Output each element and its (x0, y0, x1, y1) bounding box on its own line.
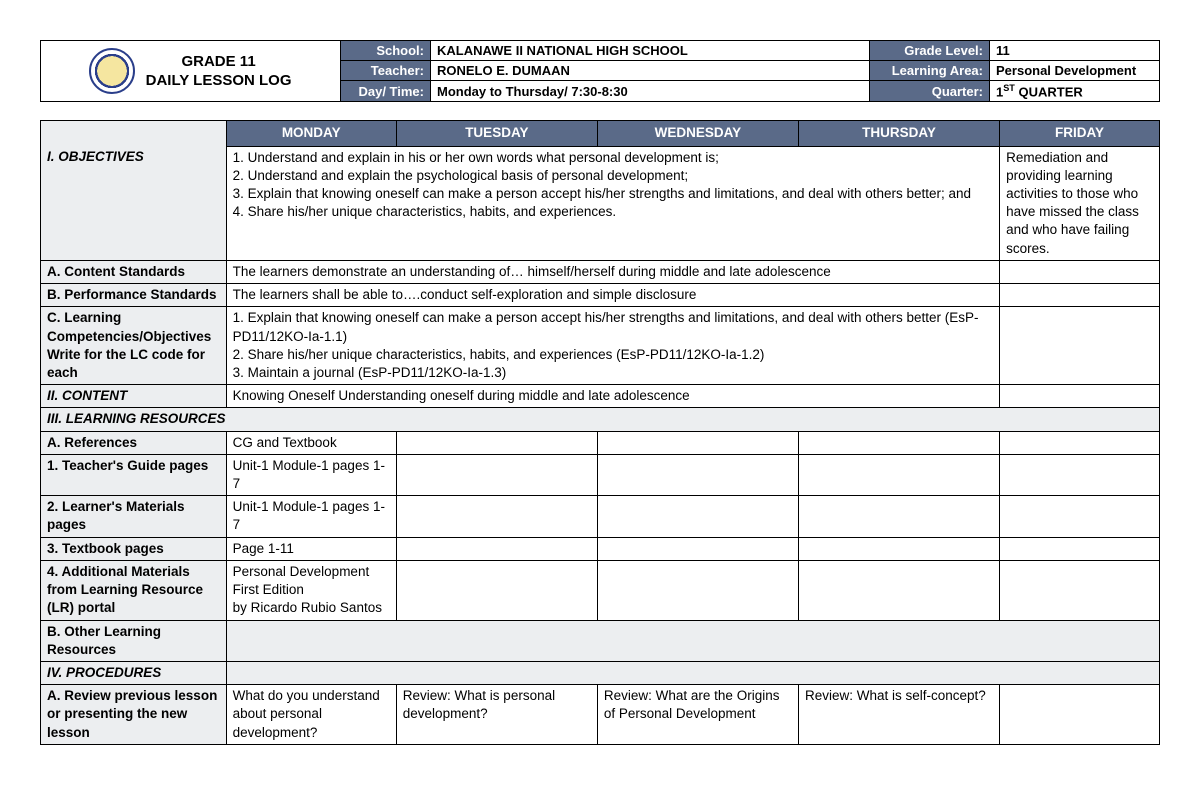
tb-tue (396, 537, 597, 560)
label-references: A. References (41, 431, 227, 454)
references-fri (1000, 431, 1160, 454)
col-monday: MONDAY (226, 121, 396, 146)
lm-fri (1000, 496, 1160, 537)
lm-wed (597, 496, 798, 537)
label-learners-materials: 2. Learner's Materials pages (41, 496, 227, 537)
row-objectives: I. OBJECTIVES 1. Understand and explain … (41, 146, 1160, 260)
objectives-mon-thu: 1. Understand and explain in his or her … (226, 146, 999, 260)
tb-fri (1000, 537, 1160, 560)
content-text: Knowing Oneself Understanding oneself du… (226, 385, 999, 408)
review-fri (1000, 685, 1160, 745)
row-learners-materials: 2. Learner's Materials pages Unit-1 Modu… (41, 496, 1160, 537)
row-learning-resources: III. LEARNING RESOURCES (41, 408, 1160, 431)
learning-competencies-text: 1. Explain that knowing oneself can make… (226, 307, 999, 385)
other-learning-resources-blank (226, 620, 1159, 661)
col-friday: FRIDAY (1000, 121, 1160, 146)
value-grade-level: 11 (990, 41, 1160, 61)
textbook-pages-text: Page 1-11 (226, 537, 396, 560)
label-content: II. CONTENT (41, 385, 227, 408)
label-school: School: (341, 41, 431, 61)
row-content-standards: A. Content Standards The learners demons… (41, 260, 1160, 283)
row-references: A. References CG and Textbook (41, 431, 1160, 454)
lesson-log-body: MONDAY TUESDAY WEDNESDAY THURSDAY FRIDAY… (40, 120, 1160, 745)
row-additional-materials: 4. Additional Materials from Learning Re… (41, 560, 1160, 620)
label-learning-resources: III. LEARNING RESOURCES (41, 408, 1160, 431)
grade-title-1: GRADE 11 (181, 53, 255, 70)
value-daytime: Monday to Thursday/ 7:30-8:30 (431, 81, 870, 102)
day-header-blank (41, 121, 227, 146)
lesson-log-header: GRADE 11 DAILY LESSON LOG School: KALANA… (40, 40, 1160, 102)
label-quarter: Quarter: (870, 81, 990, 102)
review-tue: Review: What is personal development? (396, 685, 597, 745)
tb-wed (597, 537, 798, 560)
label-teacher: Teacher: (341, 61, 431, 81)
col-tuesday: TUESDAY (396, 121, 597, 146)
review-thu: Review: What is self-concept? (799, 685, 1000, 745)
label-procedures: IV. PROCEDURES (41, 662, 227, 685)
label-learning-competencies: C. Learning Competencies/Objectives Writ… (41, 307, 227, 385)
tg-fri (1000, 454, 1160, 495)
add-tue (396, 560, 597, 620)
label-objectives: I. OBJECTIVES (41, 146, 227, 260)
learning-competencies-fri (1000, 307, 1160, 385)
label-daytime: Day/ Time: (341, 81, 431, 102)
lm-thu (799, 496, 1000, 537)
day-header-row: MONDAY TUESDAY WEDNESDAY THURSDAY FRIDAY (41, 121, 1160, 146)
row-performance-standards: B. Performance Standards The learners sh… (41, 284, 1160, 307)
grade-title-2: DAILY LESSON LOG (146, 72, 292, 89)
label-content-standards: A. Content Standards (41, 260, 227, 283)
value-quarter: 1ST QUARTER (990, 81, 1160, 102)
row-content: II. CONTENT Knowing Oneself Understandin… (41, 385, 1160, 408)
label-learning-area: Learning Area: (870, 61, 990, 81)
row-textbook-pages: 3. Textbook pages Page 1-11 (41, 537, 1160, 560)
add-wed (597, 560, 798, 620)
col-wednesday: WEDNESDAY (597, 121, 798, 146)
performance-standards-fri (1000, 284, 1160, 307)
value-school: KALANAWE II NATIONAL HIGH SCHOOL (431, 41, 870, 61)
label-grade-level: Grade Level: (870, 41, 990, 61)
objectives-fri: Remediation and providing learning activ… (1000, 146, 1160, 260)
teachers-guide-text: Unit-1 Module-1 pages 1-7 (226, 454, 396, 495)
lm-tue (396, 496, 597, 537)
performance-standards-text: The learners shall be able to….conduct s… (226, 284, 999, 307)
tg-tue (396, 454, 597, 495)
label-textbook-pages: 3. Textbook pages (41, 537, 227, 560)
learners-materials-text: Unit-1 Module-1 pages 1-7 (226, 496, 396, 537)
review-mon: What do you understand about personal de… (226, 685, 396, 745)
deped-logo (89, 48, 135, 94)
content-standards-fri (1000, 260, 1160, 283)
content-fri (1000, 385, 1160, 408)
row-procedures: IV. PROCEDURES (41, 662, 1160, 685)
label-review: A. Review previous lesson or presenting … (41, 685, 227, 745)
title-cell: GRADE 11 DAILY LESSON LOG (41, 41, 341, 102)
review-wed: Review: What are the Origins of Personal… (597, 685, 798, 745)
label-teachers-guide: 1. Teacher's Guide pages (41, 454, 227, 495)
col-thursday: THURSDAY (799, 121, 1000, 146)
add-thu (799, 560, 1000, 620)
value-teacher: RONELO E. DUMAAN (431, 61, 870, 81)
additional-materials-text: Personal Development First Edition by Ri… (226, 560, 396, 620)
value-learning-area: Personal Development (990, 61, 1160, 81)
content-standards-text: The learners demonstrate an understandin… (226, 260, 999, 283)
quarter-suffix: QUARTER (1015, 84, 1083, 99)
label-other-learning-resources: B. Other Learning Resources (41, 620, 227, 661)
row-teachers-guide: 1. Teacher's Guide pages Unit-1 Module-1… (41, 454, 1160, 495)
label-performance-standards: B. Performance Standards (41, 284, 227, 307)
quarter-super: ST (1003, 83, 1015, 93)
tg-wed (597, 454, 798, 495)
add-fri (1000, 560, 1160, 620)
tg-thu (799, 454, 1000, 495)
references-text: CG and Textbook (226, 431, 396, 454)
references-thu (799, 431, 1000, 454)
references-wed (597, 431, 798, 454)
row-other-learning-resources: B. Other Learning Resources (41, 620, 1160, 661)
references-tue (396, 431, 597, 454)
row-learning-competencies: C. Learning Competencies/Objectives Writ… (41, 307, 1160, 385)
label-additional-materials: 4. Additional Materials from Learning Re… (41, 560, 227, 620)
row-review: A. Review previous lesson or presenting … (41, 685, 1160, 745)
procedures-blank (226, 662, 1159, 685)
tb-thu (799, 537, 1000, 560)
